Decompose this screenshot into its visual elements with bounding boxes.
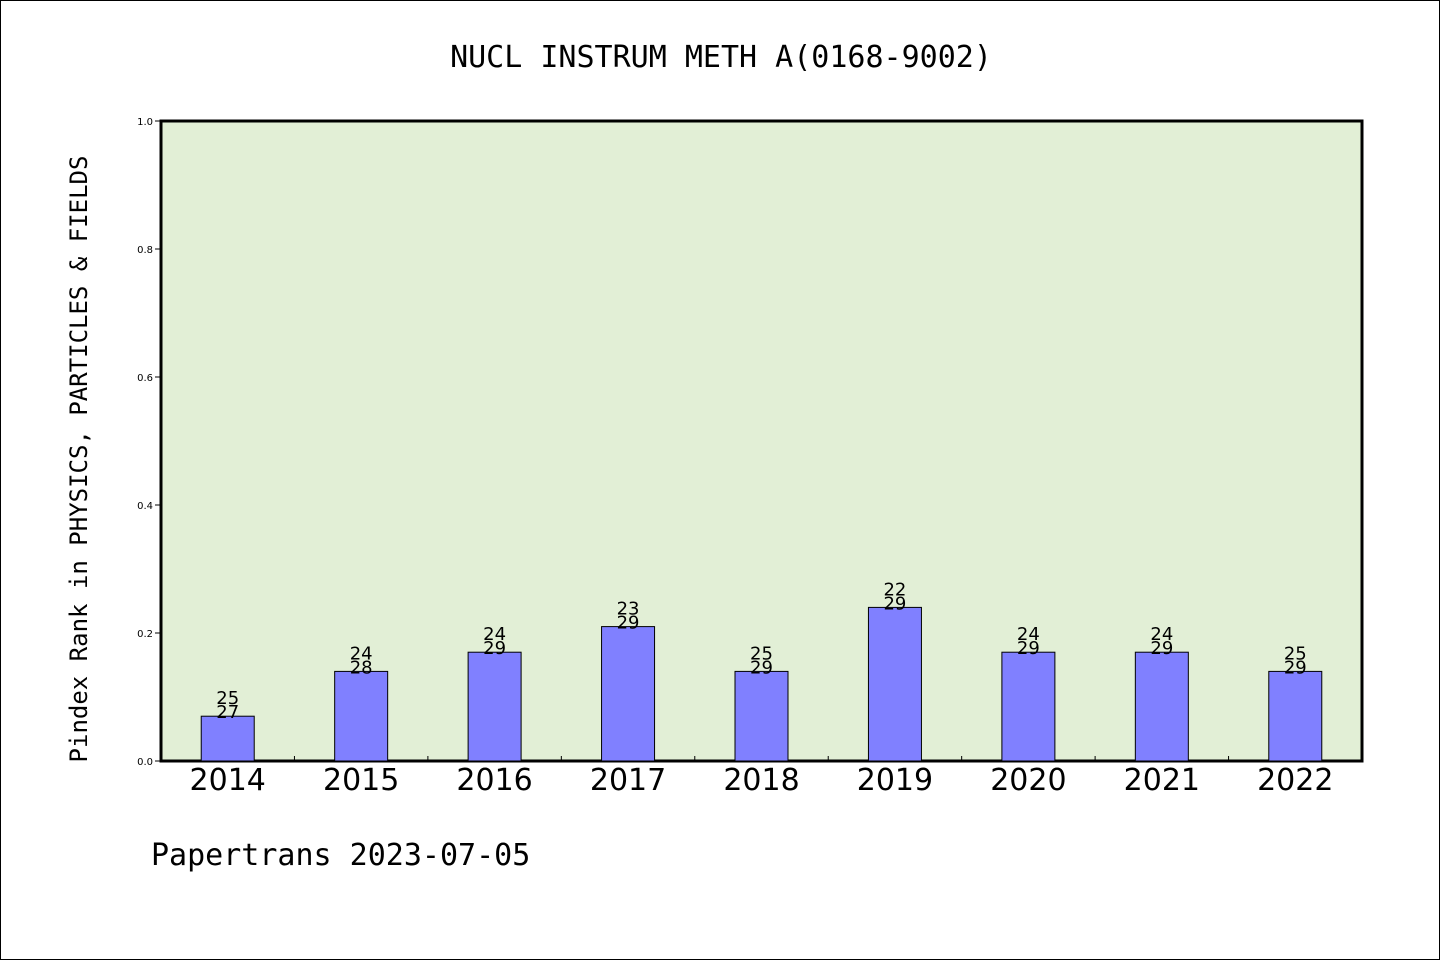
y-tick-label: 1.0 [137, 117, 153, 128]
bar [334, 670, 389, 762]
bar [601, 626, 656, 762]
x-tick-label: 2022 [1257, 763, 1333, 798]
bar-total-label: 29 [1284, 657, 1307, 678]
bar [1268, 670, 1323, 762]
bar-total-label: 29 [883, 593, 906, 614]
x-tick-label: 2016 [456, 763, 532, 798]
bar-total-label: 27 [216, 702, 239, 723]
bar-rank-label: 25 [1284, 643, 1307, 664]
y-tick-label: 0.6 [137, 373, 153, 384]
bar-rank-label: 22 [883, 579, 906, 600]
bar-rank-label: 24 [483, 624, 506, 645]
bar-total-label: 29 [617, 613, 640, 634]
bar-rank-label: 25 [750, 643, 773, 664]
bar [1001, 651, 1056, 762]
x-tick-label: 2021 [1124, 763, 1200, 798]
y-tick-label: 0.2 [137, 629, 153, 640]
bar [1134, 651, 1189, 762]
x-tick-label: 2019 [857, 763, 933, 798]
bar-rank-label: 25 [216, 688, 239, 709]
bar-rank-label: 24 [1017, 624, 1040, 645]
y-tick-label: 0.8 [137, 245, 153, 256]
bar-total-label: 28 [350, 657, 373, 678]
bar-rank-label: 24 [350, 643, 373, 664]
bar [734, 670, 789, 762]
bar [467, 651, 522, 762]
y-axis: 0.0 0.2 0.4 0.6 0.8 1.0 [137, 117, 161, 768]
footer-credit: Papertrans 2023-07-05 [151, 838, 530, 873]
bar-rank-label: 23 [617, 599, 640, 620]
y-tick-label: 0.0 [137, 757, 153, 768]
bar-total-label: 29 [1017, 638, 1040, 659]
bar [867, 606, 922, 762]
bar [200, 715, 255, 762]
x-tick-label: 2020 [990, 763, 1066, 798]
x-axis: 2014 2015 2016 2017 2018 2019 2020 2021 2022 [190, 756, 1333, 798]
x-tick-label: 2014 [190, 763, 266, 798]
y-axis-label: Pindex Rank in PHYSICS, PARTICLES & FIEL… [65, 156, 93, 763]
bar-rank-label: 24 [1150, 624, 1173, 645]
bar-total-label: 29 [483, 638, 506, 659]
bar-total-label: 29 [1150, 638, 1173, 659]
bar-series [200, 606, 1323, 762]
y-tick-label: 0.4 [137, 501, 153, 512]
chart-title: NUCL INSTRUM METH A(0168-9002) [450, 40, 992, 75]
x-tick-label: 2015 [323, 763, 399, 798]
x-tick-label: 2017 [590, 763, 666, 798]
bar-total-label: 29 [750, 657, 773, 678]
x-tick-label: 2018 [723, 763, 799, 798]
